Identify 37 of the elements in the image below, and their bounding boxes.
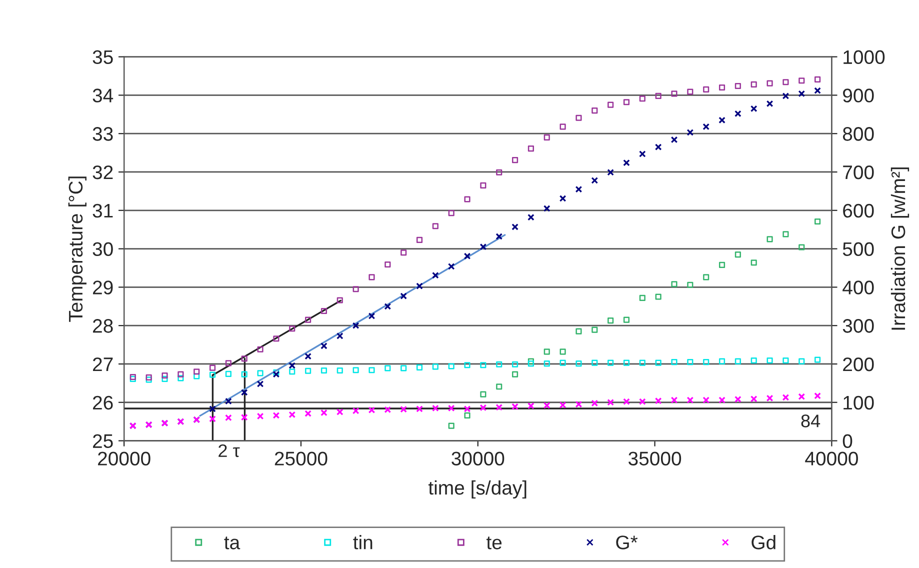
- y2-tick-label: 0: [842, 434, 852, 448]
- y2-tick-label: 600: [843, 204, 874, 218]
- y2-tick-label: 700: [843, 165, 874, 180]
- y-tick-label: 34: [92, 88, 114, 102]
- y2-tick-label: 1000: [844, 50, 885, 64]
- y-tick-label: 33: [92, 127, 113, 141]
- ref-line-label: 84: [801, 414, 820, 428]
- y-tick-label: 29: [93, 280, 113, 294]
- x-tick-label: 20000: [98, 452, 150, 466]
- y-tick-label: 25: [93, 434, 113, 448]
- y2-tick-label: 200: [843, 357, 874, 372]
- x-tick-label: 40000: [805, 452, 858, 466]
- x-tick-label: 35000: [628, 452, 682, 466]
- y2-tick-label: 300: [842, 319, 874, 333]
- y-tick-label: 26: [93, 396, 113, 410]
- y-tick-label: 27: [93, 357, 113, 372]
- y-tick-label: 31: [92, 204, 113, 218]
- y2-tick-label: 400: [842, 280, 874, 294]
- y2-tick-label: 900: [843, 88, 874, 102]
- x-axis-title: time [s/day]: [428, 480, 526, 499]
- y2-axis-title: Irradiation G [w/m²]: [890, 168, 910, 330]
- y-tick-label: 30: [92, 242, 113, 256]
- y2-tick-label: 500: [842, 242, 874, 256]
- y-tick-label: 35: [92, 50, 113, 64]
- x-tick-label: 25000: [274, 452, 328, 466]
- legend-label: ta: [224, 536, 240, 550]
- text: 2 τ: [218, 444, 240, 458]
- legend-label: G*: [616, 536, 638, 550]
- y2-tick-label: 100: [844, 396, 874, 410]
- legend-label: te: [486, 536, 502, 550]
- x-tick-label: 30000: [452, 452, 504, 466]
- y-tick-label: 32: [92, 165, 113, 180]
- legend-label: Gd: [752, 535, 776, 550]
- y-axis-title: Temperature [°C]: [68, 176, 86, 322]
- y-tick-label: 28: [93, 319, 113, 333]
- y2-tick-label: 800: [842, 127, 874, 141]
- legend-label: tin: [353, 535, 372, 550]
